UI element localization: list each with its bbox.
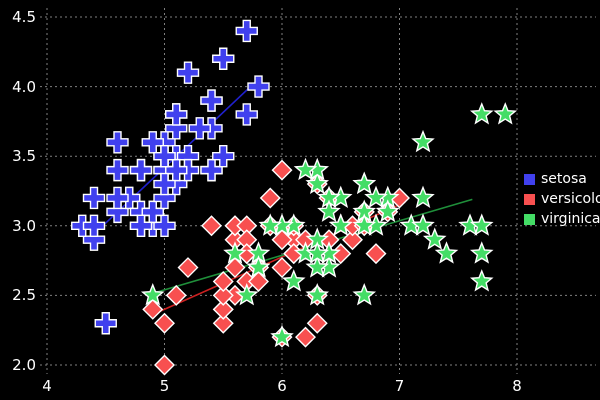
marker-versicolor	[212, 270, 234, 292]
marker-setosa	[212, 145, 235, 168]
marker-setosa	[153, 214, 176, 237]
marker-virginica	[246, 255, 271, 278]
marker-virginica	[270, 324, 294, 348]
marker-setosa	[141, 131, 164, 154]
marker-virginica	[352, 213, 377, 236]
marker-setosa	[235, 19, 258, 43]
marker-setosa	[165, 103, 188, 126]
marker-versicolor	[295, 326, 316, 348]
marker-virginica	[305, 255, 330, 278]
marker-virginica	[469, 213, 494, 236]
legend-swatch-virginica-icon	[524, 213, 535, 225]
marker-versicolor	[306, 312, 328, 334]
marker-setosa	[106, 158, 129, 182]
marker-setosa	[153, 145, 176, 168]
y-tick-label: 2.0	[12, 356, 36, 374]
legend-item-virginica[interactable]: virginica	[524, 210, 600, 228]
y-tick-label: 3.0	[12, 216, 36, 235]
marker-setosa	[235, 103, 258, 126]
marker-setosa	[188, 117, 211, 140]
x-tick-label: 8	[512, 377, 522, 395]
marker-setosa	[153, 172, 176, 196]
marker-versicolor	[154, 354, 175, 376]
marker-versicolor	[212, 312, 234, 334]
marker-virginica	[434, 241, 459, 264]
marker-versicolor	[248, 270, 269, 292]
marker-virginica	[469, 269, 494, 292]
marker-versicolor	[177, 257, 199, 279]
y-tick-label: 3.5	[12, 147, 36, 166]
y-tick-label: 2.5	[12, 286, 36, 305]
legend-swatch-setosa-icon	[524, 173, 535, 185]
marker-versicolor	[212, 284, 234, 306]
marker-virginica	[234, 283, 259, 306]
marker-versicolor	[365, 243, 387, 265]
marker-virginica	[411, 213, 435, 236]
marker-versicolor	[154, 312, 175, 334]
legend-item-versicolor[interactable]: versicolor	[524, 190, 600, 208]
marker-virginica	[411, 185, 435, 208]
marker-setosa	[106, 131, 129, 154]
marker-virginica	[140, 283, 165, 306]
y-tick-label: 4.5	[12, 8, 36, 26]
marker-versicolor	[142, 298, 164, 320]
marker-virginica	[375, 199, 400, 222]
marker-virginica	[258, 213, 283, 236]
marker-virginica	[281, 269, 306, 292]
marker-virginica	[352, 171, 377, 195]
marker-setosa	[82, 214, 106, 237]
marker-versicolor	[271, 159, 293, 181]
legend-label: versicolor	[541, 191, 600, 207]
marker-setosa	[106, 186, 129, 210]
marker-setosa	[129, 158, 153, 182]
data-markers	[71, 19, 518, 376]
marker-setosa	[94, 312, 117, 335]
marker-virginica	[305, 241, 330, 264]
marker-virginica	[493, 102, 518, 125]
marker-setosa	[176, 61, 200, 84]
marker-setosa	[200, 158, 223, 182]
marker-virginica	[317, 199, 341, 222]
marker-virginica	[293, 157, 318, 181]
marker-virginica	[364, 185, 388, 208]
marker-virginica	[328, 213, 353, 236]
x-tick-label: 4	[42, 377, 52, 395]
marker-setosa	[212, 47, 235, 70]
marker-virginica	[469, 102, 494, 125]
x-tick-label: 6	[277, 377, 287, 395]
marker-setosa	[141, 200, 164, 224]
marker-virginica	[305, 283, 330, 306]
x-tick-label: 7	[394, 377, 405, 395]
marker-virginica	[223, 241, 247, 264]
legend-item-setosa[interactable]: setosa	[524, 170, 600, 188]
legend-swatch-versicolor-icon	[524, 193, 535, 205]
marker-versicolor	[201, 215, 222, 237]
x-tick-label: 5	[159, 377, 170, 395]
legend-label: virginica	[541, 211, 600, 227]
marker-virginica	[469, 241, 494, 264]
marker-virginica	[411, 129, 435, 153]
legend: setosa versicolor virginica	[524, 170, 600, 230]
legend-label: setosa	[541, 171, 587, 187]
marker-setosa	[247, 75, 270, 98]
marker-versicolor	[271, 257, 293, 279]
marker-versicolor	[259, 187, 281, 209]
marker-setosa	[82, 186, 106, 210]
marker-setosa	[200, 89, 223, 112]
marker-setosa	[129, 214, 153, 237]
marker-versicolor	[165, 284, 187, 306]
marker-virginica	[352, 283, 377, 306]
marker-virginica	[422, 227, 447, 250]
marker-versicolor	[212, 298, 234, 320]
y-tick-label: 4.0	[12, 77, 36, 96]
marker-virginica	[305, 171, 330, 195]
marker-versicolor	[224, 257, 246, 279]
